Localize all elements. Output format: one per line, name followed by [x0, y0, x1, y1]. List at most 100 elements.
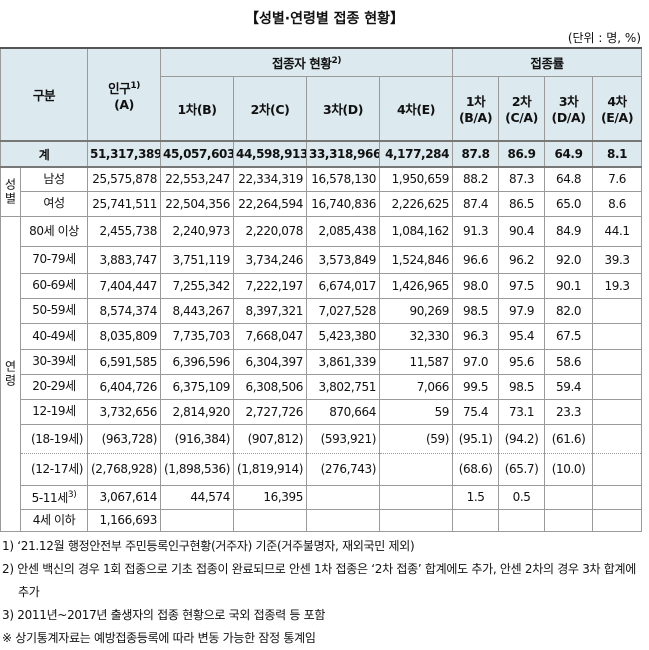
data-cell: 64.8 — [544, 166, 594, 192]
data-cell: 3,067,614 — [87, 484, 162, 510]
data-cell: 97.5 — [498, 272, 546, 299]
data-cell: 25,741,511 — [87, 190, 162, 217]
data-cell: 82.0 — [544, 297, 594, 324]
data-cell — [592, 484, 643, 510]
dose-header: 1차(B) — [160, 75, 235, 142]
data-cell: 95.4 — [498, 322, 546, 350]
data-cell: (963,728) — [87, 423, 162, 454]
data-cell: 23.3 — [544, 398, 594, 425]
data-cell: 58.6 — [544, 348, 594, 375]
table-row: 연령 80세 이상 2,455,738 2,240,973 2,220,078 2,085… — [0, 215, 643, 532]
data-cell: 64.9 — [544, 140, 594, 168]
data-cell: 2,240,973 — [160, 215, 235, 247]
label-text: 남성 — [43, 171, 65, 186]
footnote-mark: 2) — [331, 55, 342, 66]
header-text: 1차 — [465, 94, 486, 110]
data-cell: 67.5 — [544, 322, 594, 350]
header-text: 2차 — [511, 94, 532, 110]
data-cell: 4,177,284 — [379, 140, 454, 168]
data-cell: 2,220,078 — [233, 215, 308, 247]
rate-col-header: 1차 (B/A) — [452, 75, 500, 142]
header-text: 인구 — [108, 80, 131, 96]
table-row: 50-59세 8,574,374 8,443,267 8,397,321 7,027,5… — [1, 297, 643, 324]
data-cell — [379, 452, 454, 486]
label-text: 5-11세 — [31, 491, 69, 505]
row-label: 계 — [0, 140, 89, 168]
table-row: 40-49세 8,035,809 7,735,703 7,668,047 5,423,3… — [1, 322, 643, 350]
rate-col-header: 2차 (C/A) — [498, 75, 546, 142]
data-cell: 44,598,913 — [233, 140, 308, 168]
data-cell: 90,269 — [379, 297, 454, 324]
data-cell: 1,426,965 — [379, 272, 454, 299]
data-cell: (1,819,914) — [233, 452, 308, 486]
data-cell: 98.5 — [498, 373, 546, 400]
data-cell: 3,732,656 — [87, 398, 162, 425]
data-cell: 59 — [379, 398, 454, 425]
row-label: 80세 이상 — [19, 215, 89, 247]
data-cell: 6,404,726 — [87, 373, 162, 400]
row-label: 50-59세 — [19, 297, 89, 324]
data-cell — [544, 484, 594, 510]
data-cell — [592, 508, 643, 532]
table-row: (18-19세) (963,728) (916,384) (907,812) (593,… — [1, 423, 643, 454]
data-cell: 22,504,356 — [160, 190, 235, 217]
row-label: 70-79세 — [19, 245, 89, 274]
dose-header: 2차(C) — [233, 75, 308, 142]
header-row: 1차(B) 2차(C) 3차(D) 4차(E) 1차 (B/A) 2차 (C/A) 3차 (D/A… — [1, 75, 643, 142]
data-cell: (94.2) — [498, 423, 546, 454]
data-cell: (68.6) — [452, 452, 500, 486]
label-text: 60-69세 — [32, 278, 76, 292]
row-label: 12-19세 — [19, 398, 89, 425]
data-cell: 6,396,596 — [160, 348, 235, 375]
data-cell: 90.4 — [498, 215, 546, 247]
header-row: 구분 인구1) (A) 접종자 현황2) 접종률 — [0, 47, 643, 142]
data-cell — [379, 508, 454, 532]
data-cell — [592, 423, 643, 454]
data-cell: 8,035,809 — [87, 322, 162, 350]
data-cell: 87.8 — [452, 140, 500, 168]
table-row: 12-19세 3,732,656 2,814,920 2,727,726 870,664… — [1, 398, 643, 425]
data-cell: 8,443,267 — [160, 297, 235, 324]
header-text: (B/A) — [458, 110, 493, 126]
label-text: 70-79세 — [32, 252, 76, 266]
data-cell: 2,814,920 — [160, 398, 235, 425]
data-cell — [233, 508, 308, 532]
header-text: 접종자 현황 — [272, 55, 332, 71]
data-cell — [306, 484, 381, 510]
table-row: (12-17세) (2,768,928) (1,898,536) (1,819,914… — [1, 452, 643, 486]
data-cell: 3,573,849 — [306, 245, 381, 274]
rate-col-header: 4차 (E/A) — [592, 75, 643, 142]
data-cell: 22,553,247 — [160, 166, 235, 192]
data-cell: (593,921) — [306, 423, 381, 454]
data-cell: 1,524,846 — [379, 245, 454, 274]
data-cell: 96.2 — [498, 245, 546, 274]
title: 【성별·연령별 접종 현황】 — [245, 11, 404, 27]
data-cell: 59.4 — [544, 373, 594, 400]
data-cell: 97.0 — [452, 348, 500, 375]
data-cell: 1,084,162 — [379, 215, 454, 247]
dose-header: 4차(E) — [379, 75, 454, 142]
data-cell: 96.3 — [452, 322, 500, 350]
data-cell: 3,751,119 — [160, 245, 235, 274]
data-cell: 99.5 — [452, 373, 500, 400]
table-row: 계 51,317,389 45,057,603 44,598,913 33,318,96… — [0, 140, 643, 168]
data-cell: 16,740,836 — [306, 190, 381, 217]
footnote: ※ 상기통계자료는 예방접종등록에 따라 변동 가능한 잠정 통계임 — [2, 631, 316, 645]
row-label: 60-69세 — [19, 272, 89, 299]
rate-col-header: 3차 (D/A) — [544, 75, 594, 142]
data-cell — [592, 322, 643, 350]
label-text: 50-59세 — [32, 303, 76, 317]
data-cell: 3,883,747 — [87, 245, 162, 274]
data-cell: (61.6) — [544, 423, 594, 454]
data-cell: 8.6 — [592, 190, 643, 217]
data-cell: 3,802,751 — [306, 373, 381, 400]
label-text: 여성 — [43, 196, 65, 210]
table-row: 30-39세 6,591,585 6,396,596 6,304,397 3,861,3… — [1, 348, 643, 375]
footnote: 3) 2011년~2017년 출생자의 접종 현황으로 국외 접종력 등 포함 — [2, 608, 326, 622]
row-label: 남성 — [19, 166, 89, 192]
header-text: 3차 — [558, 94, 579, 110]
data-cell: 7,027,528 — [306, 297, 381, 324]
vaccinated-header: 접종자 현황2) — [160, 47, 454, 77]
data-cell — [160, 508, 235, 532]
data-cell: (2,768,928) — [87, 452, 162, 486]
